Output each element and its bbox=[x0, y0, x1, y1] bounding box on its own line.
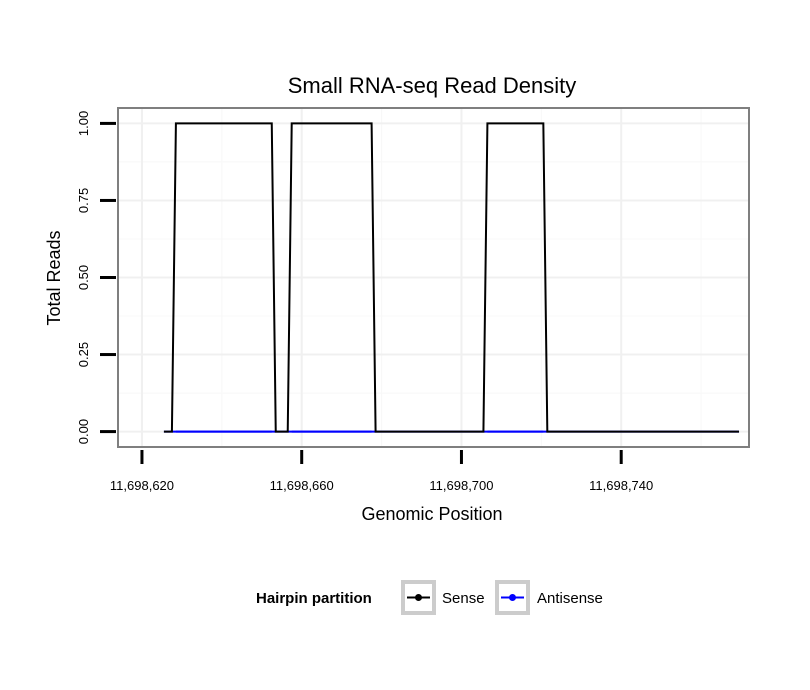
x-axis: 11,698,620 11,698,660 11,698,700 11,698,740 bbox=[110, 450, 653, 493]
y-tick-label: 0.75 bbox=[76, 188, 91, 213]
y-tick-label: 0.50 bbox=[76, 265, 91, 290]
y-tick-label: 0.00 bbox=[76, 419, 91, 444]
legend-key-point bbox=[415, 594, 422, 601]
legend-key-point bbox=[509, 594, 516, 601]
series-lines bbox=[163, 122, 740, 433]
x-tick-label: 11,698,620 bbox=[110, 478, 174, 493]
x-axis-title: Genomic Position bbox=[361, 504, 502, 524]
y-axis: 0.00 0.25 0.50 0.75 1.00 bbox=[76, 111, 116, 444]
legend-label: Sense bbox=[442, 590, 485, 607]
y-tick-label: 0.25 bbox=[76, 342, 91, 367]
x-tick-label: 11,698,700 bbox=[429, 478, 493, 493]
grid-lines bbox=[118, 108, 749, 447]
plot-panel bbox=[117, 107, 750, 448]
chart-title: Small RNA-seq Read Density bbox=[288, 73, 577, 98]
legend-item-antisense: Antisense bbox=[495, 580, 603, 615]
x-tick-label: 11,698,660 bbox=[270, 478, 334, 493]
series-line-sense bbox=[163, 122, 740, 433]
y-axis-title: Total Reads bbox=[44, 230, 64, 325]
legend-label: Antisense bbox=[537, 590, 603, 607]
x-tick-label: 11,698,740 bbox=[589, 478, 653, 493]
legend-title: Hairpin partition bbox=[256, 590, 372, 607]
legend-item-sense: Sense bbox=[401, 580, 485, 615]
legend: Hairpin partition Sense Antisense bbox=[256, 580, 603, 615]
y-tick-label: 1.00 bbox=[76, 111, 91, 136]
